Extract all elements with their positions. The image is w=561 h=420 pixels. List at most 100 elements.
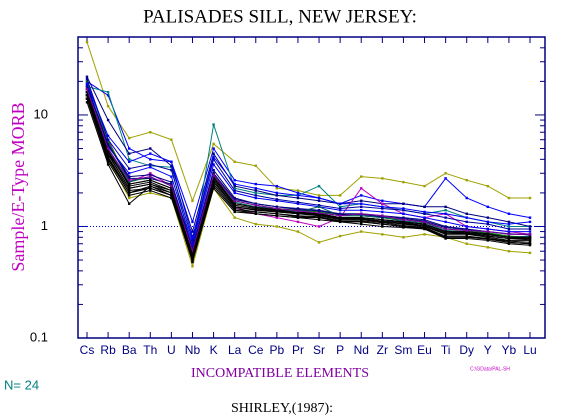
x-tick-label: Ba: [122, 343, 137, 357]
data-point: [127, 194, 131, 197]
data-point: [212, 158, 215, 161]
y-axis-label: Sample/E-Type MORB: [8, 102, 28, 271]
data-point: [106, 90, 110, 94]
x-tick-label: Ce: [248, 343, 264, 357]
chart-title: PALISADES SILL, NEW JERSEY:: [143, 6, 417, 27]
series-line: [86, 98, 531, 264]
data-point: [507, 220, 511, 224]
data-point: [254, 212, 257, 215]
data-point: [507, 227, 511, 231]
data-point: [127, 184, 131, 188]
data-point: [402, 236, 405, 239]
series-line: [86, 41, 530, 203]
data-point: [85, 40, 89, 44]
data-point: [275, 212, 279, 215]
data-point: [444, 212, 447, 215]
data-point: [381, 210, 384, 214]
data-point: [233, 196, 236, 200]
y-tick-label: 0.1: [30, 329, 48, 344]
data-point: [170, 160, 173, 164]
data-point: [212, 180, 215, 184]
data-point: [528, 216, 532, 219]
data-point: [381, 222, 384, 226]
data-point: [191, 258, 194, 262]
data-point: [338, 194, 342, 197]
data-point: [106, 145, 110, 148]
x-tick-label: Eu: [417, 343, 432, 357]
data-point: [170, 175, 173, 178]
data-point: [233, 205, 236, 209]
data-point: [317, 225, 321, 228]
data-point: [486, 184, 490, 188]
x-axis-label: INCOMPATIBLE ELEMENTS: [191, 366, 369, 381]
data-point: [127, 180, 131, 184]
data-point: [106, 140, 110, 143]
data-point: [444, 205, 447, 209]
data-point: [338, 207, 342, 210]
x-tick-label: U: [167, 343, 176, 357]
data-point: [338, 217, 342, 221]
data-point: [275, 198, 279, 201]
data-point: [402, 218, 405, 221]
data-point: [149, 172, 152, 175]
data-point: [212, 147, 215, 150]
data-point: [338, 234, 342, 238]
series-line: [86, 98, 531, 268]
data-point: [507, 241, 511, 244]
data-point: [254, 182, 257, 186]
data-point: [507, 236, 511, 239]
data-point: [275, 216, 279, 219]
source-label: SHIRLEY,(1987):: [231, 401, 333, 416]
data-point: [254, 222, 257, 226]
data-point: [360, 187, 363, 190]
data-point: [338, 205, 342, 209]
series-line: [86, 78, 530, 243]
data-point: [360, 220, 363, 224]
x-tick-label: Th: [143, 343, 157, 357]
data-point: [402, 180, 405, 184]
data-point: [212, 172, 215, 175]
data-point: [127, 191, 131, 195]
data-point: [85, 88, 89, 91]
data-point: [317, 211, 321, 215]
data-point: [465, 216, 468, 219]
data-point: [212, 173, 215, 177]
data-point: [381, 177, 384, 180]
data-point: [275, 209, 279, 213]
data-point: [360, 202, 363, 205]
data-point: [423, 184, 426, 188]
data-point: [423, 220, 426, 224]
data-point: [233, 202, 236, 205]
data-point: [296, 189, 300, 192]
data-point: [191, 236, 194, 239]
data-point: [127, 182, 131, 186]
data-point: [381, 205, 384, 209]
data-point: [233, 184, 236, 188]
x-tick-label: Sr: [313, 343, 325, 357]
data-point: [465, 178, 468, 182]
data-point: [170, 196, 173, 200]
data-point: [296, 196, 300, 200]
data-point: [296, 230, 300, 233]
data-point: [149, 131, 152, 134]
data-point: [381, 225, 384, 228]
data-point: [486, 232, 490, 235]
data-point: [465, 237, 468, 240]
data-point: [127, 175, 131, 178]
data-point: [296, 212, 300, 215]
data-point: [191, 242, 194, 245]
series-line: [86, 83, 531, 240]
data-point: [444, 236, 447, 239]
data-point: [338, 208, 342, 212]
data-point: [507, 237, 511, 240]
data-point: [127, 172, 131, 175]
data-point: [423, 212, 426, 215]
data-point: [106, 104, 110, 108]
data-point: [486, 220, 490, 224]
data-point: [212, 182, 215, 186]
data-point: [296, 202, 300, 205]
data-point: [127, 147, 131, 150]
data-point: [402, 225, 405, 228]
data-point: [149, 147, 152, 150]
data-point: [85, 85, 89, 88]
